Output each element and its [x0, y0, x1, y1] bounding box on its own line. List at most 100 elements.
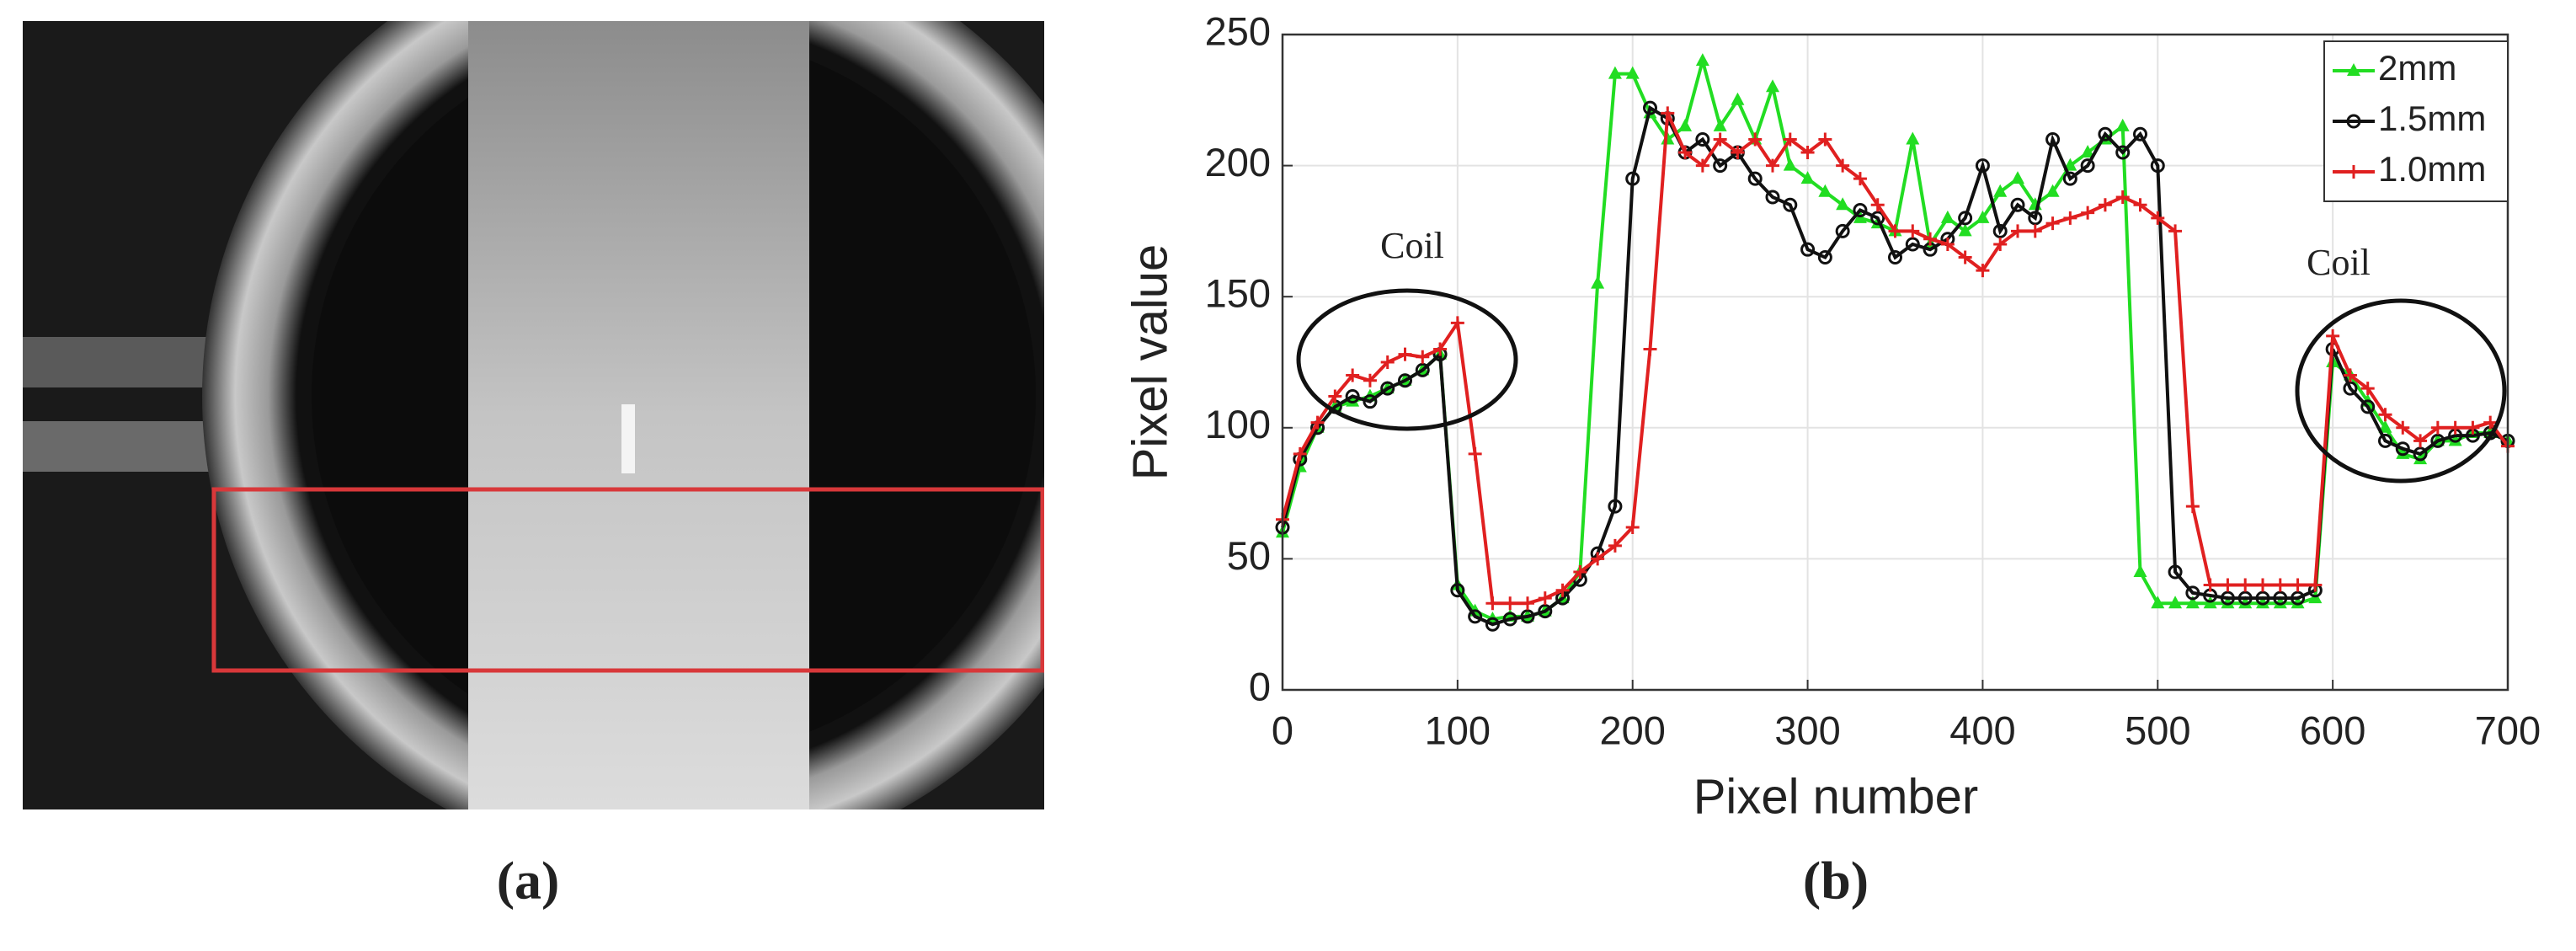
- marker: [2063, 211, 2077, 225]
- marker: [1363, 373, 1377, 387]
- marker: [1363, 394, 1378, 409]
- marker: [2396, 420, 2410, 435]
- marker: [2291, 596, 2305, 609]
- marker: [1800, 242, 1816, 257]
- marker: [1853, 203, 1868, 218]
- marker: [1625, 66, 1640, 79]
- y-tick-label: 150: [1205, 271, 1271, 316]
- marker: [2115, 145, 2131, 160]
- marker: [1625, 521, 1640, 535]
- marker: [2133, 198, 2147, 212]
- marker: [2483, 415, 2498, 430]
- marker: [1485, 617, 1500, 632]
- marker: [2045, 184, 2060, 197]
- marker: [2346, 114, 2361, 129]
- x-axis-label: Pixel number: [1693, 769, 1978, 824]
- marker: [1695, 53, 1709, 67]
- marker: [2430, 433, 2445, 448]
- marker: [1905, 237, 1920, 252]
- marker: [1975, 158, 1990, 174]
- marker: [1958, 250, 1972, 264]
- marker: [1870, 211, 1885, 226]
- marker: [2045, 216, 2060, 231]
- marker: [1643, 100, 1657, 115]
- marker: [2168, 596, 2183, 609]
- marker: [1591, 552, 1605, 566]
- marker: [2237, 590, 2253, 606]
- marker: [1503, 596, 1517, 611]
- marker: [2360, 382, 2375, 396]
- marker: [1853, 172, 1867, 186]
- marker: [1380, 355, 1395, 369]
- marker: [2045, 131, 2061, 147]
- marker: [1380, 381, 1395, 396]
- marker: [1731, 92, 1745, 105]
- marker: [1766, 158, 1779, 173]
- marker: [1731, 146, 1745, 160]
- marker: [2221, 578, 2235, 592]
- marker: [2133, 126, 2147, 142]
- axes-frame: [1281, 33, 2509, 692]
- x-tick-label: 0: [1272, 708, 1293, 752]
- marker: [2011, 171, 2024, 184]
- y-tick-label: 50: [1227, 533, 1271, 578]
- x-tick-label: 600: [2300, 708, 2365, 752]
- marker: [1521, 596, 1534, 611]
- marker: [1836, 197, 1850, 211]
- marker: [2010, 197, 2025, 212]
- marker: [2185, 585, 2200, 601]
- marker: [2347, 63, 2360, 76]
- marker: [2308, 578, 2323, 592]
- marker: [1398, 373, 1412, 388]
- marker: [1591, 275, 1605, 289]
- legend: 2mm 1.5mm 1.0mm: [2323, 40, 2509, 202]
- marker: [2413, 434, 2428, 448]
- marker: [2081, 206, 2095, 220]
- marker: [1468, 446, 1482, 461]
- legend-label: 1.5mm: [2378, 99, 2486, 138]
- marker: [1835, 223, 1850, 238]
- panel-label: (a): [497, 851, 560, 911]
- marker: [2291, 590, 2306, 606]
- marker: [2062, 171, 2077, 186]
- marker: [1800, 171, 1815, 184]
- marker: [2221, 596, 2235, 609]
- x-tick-label: 500: [2125, 708, 2190, 752]
- marker: [1940, 237, 1955, 251]
- y-tick-label: 250: [1205, 8, 1271, 53]
- x-tick-label: 300: [1774, 708, 1840, 752]
- marker: [2255, 590, 2270, 606]
- marker: [2080, 158, 2095, 174]
- marker: [2151, 596, 2165, 609]
- marker: [1958, 223, 1972, 237]
- x-tick-label: 100: [1425, 708, 1491, 752]
- marker: [2343, 381, 2358, 396]
- marker: [2203, 578, 2217, 592]
- marker: [1906, 131, 1920, 145]
- marker: [1713, 158, 1728, 174]
- marker: [2011, 224, 2024, 238]
- marker: [2115, 190, 2130, 204]
- marker: [2238, 596, 2253, 609]
- marker: [1747, 171, 1763, 186]
- x-tick-label: 700: [2475, 708, 2541, 752]
- marker: [2413, 446, 2428, 462]
- marker: [2378, 433, 2392, 448]
- marker: [1695, 131, 1710, 147]
- marker: [2185, 596, 2200, 609]
- chart: 0 100 200 300 400 500 600 700 0 50 100 150 200 250 Pi…: [1123, 8, 2541, 824]
- marker: [2273, 590, 2288, 606]
- marker: [1678, 146, 1693, 160]
- marker: [2413, 451, 2428, 465]
- marker: [2028, 211, 2043, 226]
- marker: [1976, 210, 1990, 223]
- marker: [2098, 126, 2113, 142]
- marker: [2150, 158, 2165, 174]
- marker: [1520, 609, 1535, 624]
- annotation: Coil: [2307, 242, 2371, 283]
- marker: [2168, 564, 2183, 580]
- marker: [1608, 499, 1623, 514]
- marker: [2273, 596, 2287, 609]
